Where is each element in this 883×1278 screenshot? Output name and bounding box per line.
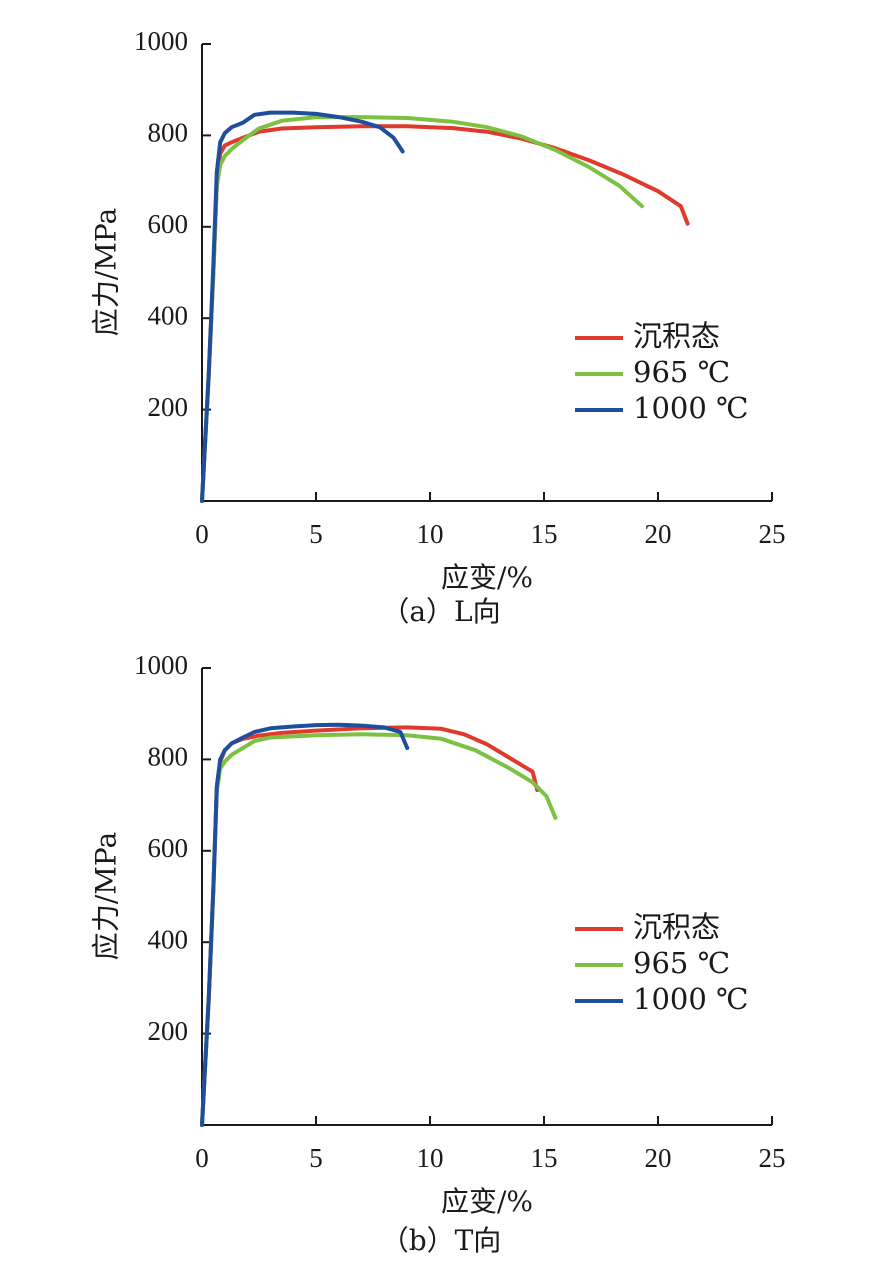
series-line-0: [200, 725, 540, 1127]
chart-caption: （a）L向: [381, 595, 500, 624]
y-tick-label: 400: [148, 924, 189, 954]
x-tick-label: 15: [531, 519, 558, 549]
legend-label: 965 ℃: [633, 946, 730, 980]
y-axis-label: 应力/MPa: [90, 208, 123, 336]
chart-caption: （b）T向: [381, 1224, 502, 1257]
legend-label: 965 ℃: [633, 355, 730, 389]
chart-panel-b: 应力/MPa 200 400 600 800 1000 0 5 10 15 20 25 沉积态96…: [90, 650, 786, 1257]
y-tick-label: 600: [148, 209, 189, 239]
x-tick-label: 10: [417, 519, 444, 549]
y-tick-label: 200: [148, 1016, 189, 1046]
x-tick-label: 25: [759, 1143, 786, 1173]
legend-label: 1000 ℃: [633, 391, 748, 425]
x-tick-label: 0: [195, 1143, 209, 1173]
y-axis-label: 应力/MPa: [90, 832, 123, 960]
x-ticks: 0 5 10 15 20 25: [195, 492, 786, 549]
y-tick-label: 600: [148, 833, 189, 863]
legend-label: 沉积态: [633, 910, 720, 944]
y-tick-label: 1000: [134, 650, 188, 680]
y-tick-label: 1000: [134, 26, 188, 56]
y-tick-label: 800: [148, 118, 189, 148]
x-tick-label: 15: [531, 1143, 558, 1173]
x-tick-label: 20: [645, 519, 672, 549]
x-tick-label: 20: [645, 1143, 672, 1173]
series-line-2: [200, 110, 405, 503]
y-ticks: 200 400 600 800 1000: [134, 26, 211, 422]
x-tick-label: 25: [759, 519, 786, 549]
series-lines: [200, 110, 690, 503]
y-tick-label: 200: [148, 392, 189, 422]
y-ticks: 200 400 600 800 1000: [134, 650, 211, 1046]
x-tick-label: 0: [195, 519, 209, 549]
x-tick-label: 5: [309, 1143, 323, 1173]
series-line-1: [200, 115, 644, 503]
series-lines: [200, 722, 558, 1127]
y-tick-label: 800: [148, 742, 189, 772]
x-axis-label: 应变/%: [441, 561, 533, 594]
series-line-1: [200, 732, 558, 1127]
legend-label: 1000 ℃: [633, 982, 748, 1016]
series-line-2: [200, 722, 410, 1127]
y-axis-title: 应力/MPa: [90, 832, 123, 960]
chart-panel-a: 应力/MPa 200 400 600 800 1000 0 5 10 15 20 25 沉积态96…: [90, 26, 786, 624]
x-tick-label: 5: [309, 519, 323, 549]
y-tick-label: 400: [148, 300, 189, 330]
x-tick-label: 10: [417, 1143, 444, 1173]
y-axis-title: 应力/MPa: [90, 208, 123, 336]
legend-label: 沉积态: [633, 319, 720, 353]
x-axis-label: 应变/%: [441, 1185, 533, 1218]
